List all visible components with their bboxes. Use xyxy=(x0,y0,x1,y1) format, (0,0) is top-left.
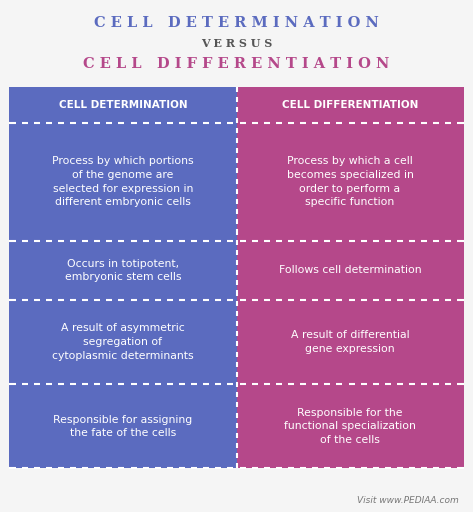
Text: V E R S U S: V E R S U S xyxy=(201,37,272,49)
Bar xyxy=(9,123,236,241)
Text: A result of asymmetric
segregation of
cytoplasmic determinants: A result of asymmetric segregation of cy… xyxy=(52,324,194,360)
Text: CELL DIFFERENTIATION: CELL DIFFERENTIATION xyxy=(282,100,418,110)
Text: C E L L   D I F F E R E N T I A T I O N: C E L L D I F F E R E N T I A T I O N xyxy=(83,57,390,71)
Text: Responsible for assigning
the fate of the cells: Responsible for assigning the fate of th… xyxy=(53,415,193,438)
Bar xyxy=(9,384,236,468)
Text: Follows cell determination: Follows cell determination xyxy=(279,265,421,275)
Bar xyxy=(236,123,464,241)
Bar xyxy=(236,87,464,123)
Text: A result of differential
gene expression: A result of differential gene expression xyxy=(291,330,409,354)
Text: Occurs in totipotent,
embryonic stem cells: Occurs in totipotent, embryonic stem cel… xyxy=(65,259,181,282)
Text: CELL DETERMINATION: CELL DETERMINATION xyxy=(59,100,187,110)
Text: Responsible for the
functional specialization
of the cells: Responsible for the functional specializ… xyxy=(284,408,416,445)
Text: Visit www.PEDIAA.com: Visit www.PEDIAA.com xyxy=(357,496,459,505)
Bar xyxy=(236,300,464,384)
Bar xyxy=(9,87,236,123)
Bar xyxy=(236,241,464,300)
Text: Process by which portions
of the genome are
selected for expression in
different: Process by which portions of the genome … xyxy=(52,157,194,207)
Text: Process by which a cell
becomes specialized in
order to perform a
specific funct: Process by which a cell becomes speciali… xyxy=(287,157,413,207)
Bar xyxy=(236,384,464,468)
Text: C E L L   D E T E R M I N A T I O N: C E L L D E T E R M I N A T I O N xyxy=(94,16,379,30)
Bar xyxy=(9,241,236,300)
Bar xyxy=(9,300,236,384)
